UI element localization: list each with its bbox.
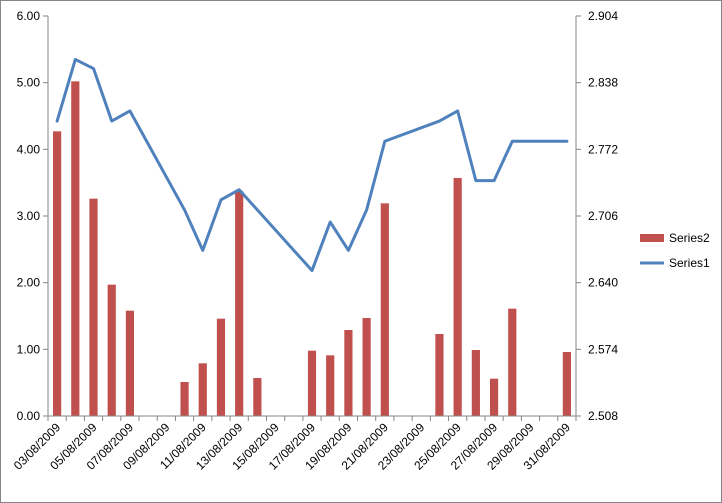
series1-point-20-08-2009 [365,208,368,211]
bar-27-08-2009 [489,378,499,416]
series1-point-28-08-2009 [511,140,514,143]
bar-19-08-2009 [344,330,353,416]
bar-14-08-2009 [253,378,262,416]
bar-21-08-2009 [380,203,389,416]
bar-07-08-2009 [125,310,135,416]
series1-point-04-08-2009 [74,58,77,61]
y-left-tick-label: 0.00 [17,409,41,423]
legend-label-series2: Series2 [669,231,710,245]
bars-layer [53,81,571,416]
series1-point-25-08-2009 [456,109,459,112]
series1-point-19-08-2009 [347,249,350,252]
bar-11-08-2009 [198,363,207,416]
series1-point-12-08-2009 [219,198,222,201]
series1-point-05-08-2009 [92,67,95,70]
series1-point-21-08-2009 [383,140,386,143]
y-right-tick-label: 2.706 [588,209,618,223]
y-right-tick-label: 2.904 [588,9,618,23]
bar-12-08-2009 [216,318,226,416]
bar-05-08-2009 [89,198,98,416]
y-right-tick-label: 2.772 [588,142,618,156]
series1-line [55,57,569,273]
series1-point-07-08-2009 [128,109,131,112]
y-right-tick-label: 2.508 [588,409,618,423]
legend-label-series1: Series1 [669,256,710,270]
bar-18-08-2009 [326,355,335,416]
series1-point-10-08-2009 [183,208,186,211]
bar-04-08-2009 [71,81,80,416]
y-left-tick-label: 1.00 [17,342,41,356]
y-left-tick-label: 2.00 [17,276,41,290]
bar-20-08-2009 [362,318,371,416]
bar-26-08-2009 [471,350,480,416]
series1-point-06-08-2009 [110,120,113,123]
bar-24-08-2009 [435,334,444,416]
series1-point-31-08-2009 [565,140,568,143]
bar-17-08-2009 [307,350,317,416]
legend: Series2 Series1 [640,231,710,270]
bar-28-08-2009 [508,308,517,416]
y-left-tick-label: 6.00 [17,9,41,23]
series1-point-18-08-2009 [329,221,332,224]
series1-point-27-08-2009 [493,179,496,182]
series1-point-11-08-2009 [201,249,204,252]
bar-13-08-2009 [235,191,244,416]
y-left-tick-label: 4.00 [17,142,41,156]
bar-25-08-2009 [453,178,462,416]
bar-10-08-2009 [180,382,189,416]
y-right-tick-label: 2.574 [588,342,618,356]
bar-31-08-2009 [562,352,571,416]
y-right-tick-label: 2.640 [588,276,618,290]
y-left-tick-label: 3.00 [17,209,41,223]
bar-03-08-2009 [53,131,62,416]
y-right-tick-label: 2.838 [588,76,618,90]
bar-06-08-2009 [107,284,116,416]
series1-point-24-08-2009 [438,120,441,123]
series1-point-17-08-2009 [311,269,314,272]
legend-swatch-series2 [640,234,664,242]
axes-layer [43,15,581,421]
y-left-tick-label: 5.00 [17,76,41,90]
series1-point-03-08-2009 [56,120,59,123]
series1-point-13-08-2009 [238,188,241,191]
series1-point-26-08-2009 [474,179,477,182]
line-layer [55,57,569,273]
